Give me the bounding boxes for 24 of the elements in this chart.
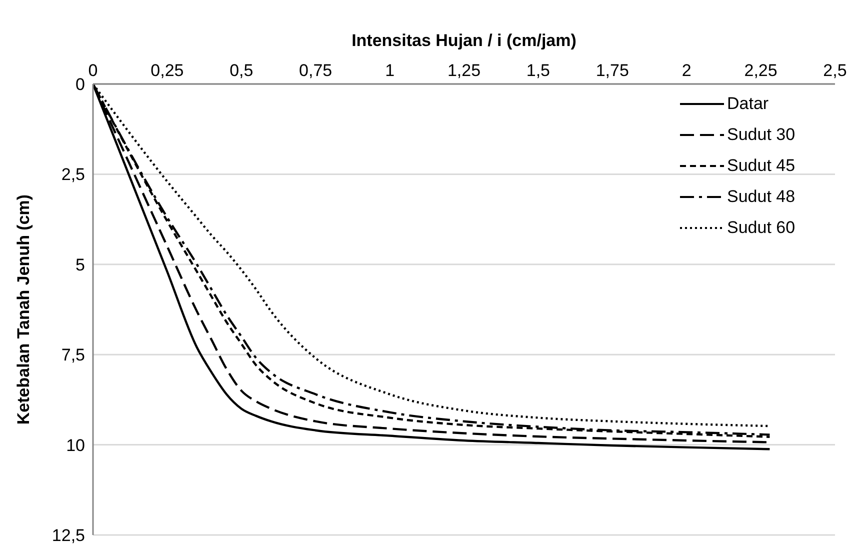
legend-label: Sudut 60 [727, 218, 796, 238]
y-tick-label: 10 [66, 436, 85, 455]
y-axis-title: Ketebalan Tanah Jenuh (cm) [14, 194, 34, 425]
x-tick-label: 0,25 [150, 61, 184, 80]
x-axis-title: Intensitas Hujan / i (cm/jam) [352, 31, 576, 50]
legend-label: Sudut 45 [727, 156, 796, 176]
x-tick-label: 1,75 [596, 61, 629, 80]
x-tick-label: 2 [682, 61, 692, 80]
x-tick-label: 0,75 [299, 61, 332, 80]
y-tick-label: 2,5 [61, 165, 85, 184]
y-tick-label: 0 [76, 75, 85, 94]
x-tick-label: 2,5 [823, 61, 847, 80]
y-tick-label: 5 [76, 255, 85, 274]
x-tick-label: 1 [385, 61, 395, 80]
y-tick-label: 7,5 [61, 346, 85, 365]
x-tick-label: 2,25 [744, 61, 778, 80]
x-tick-label: 0,5 [230, 61, 254, 80]
x-tick-label: 0 [88, 61, 98, 80]
legend-label: Sudut 30 [727, 124, 796, 144]
x-tick-label: 1,5 [526, 61, 550, 80]
legend-label: Datar [727, 94, 769, 114]
x-tick-label: 1,25 [447, 61, 481, 80]
y-tick-label: 12,5 [52, 526, 85, 546]
legend-label: Sudut 48 [727, 186, 796, 206]
